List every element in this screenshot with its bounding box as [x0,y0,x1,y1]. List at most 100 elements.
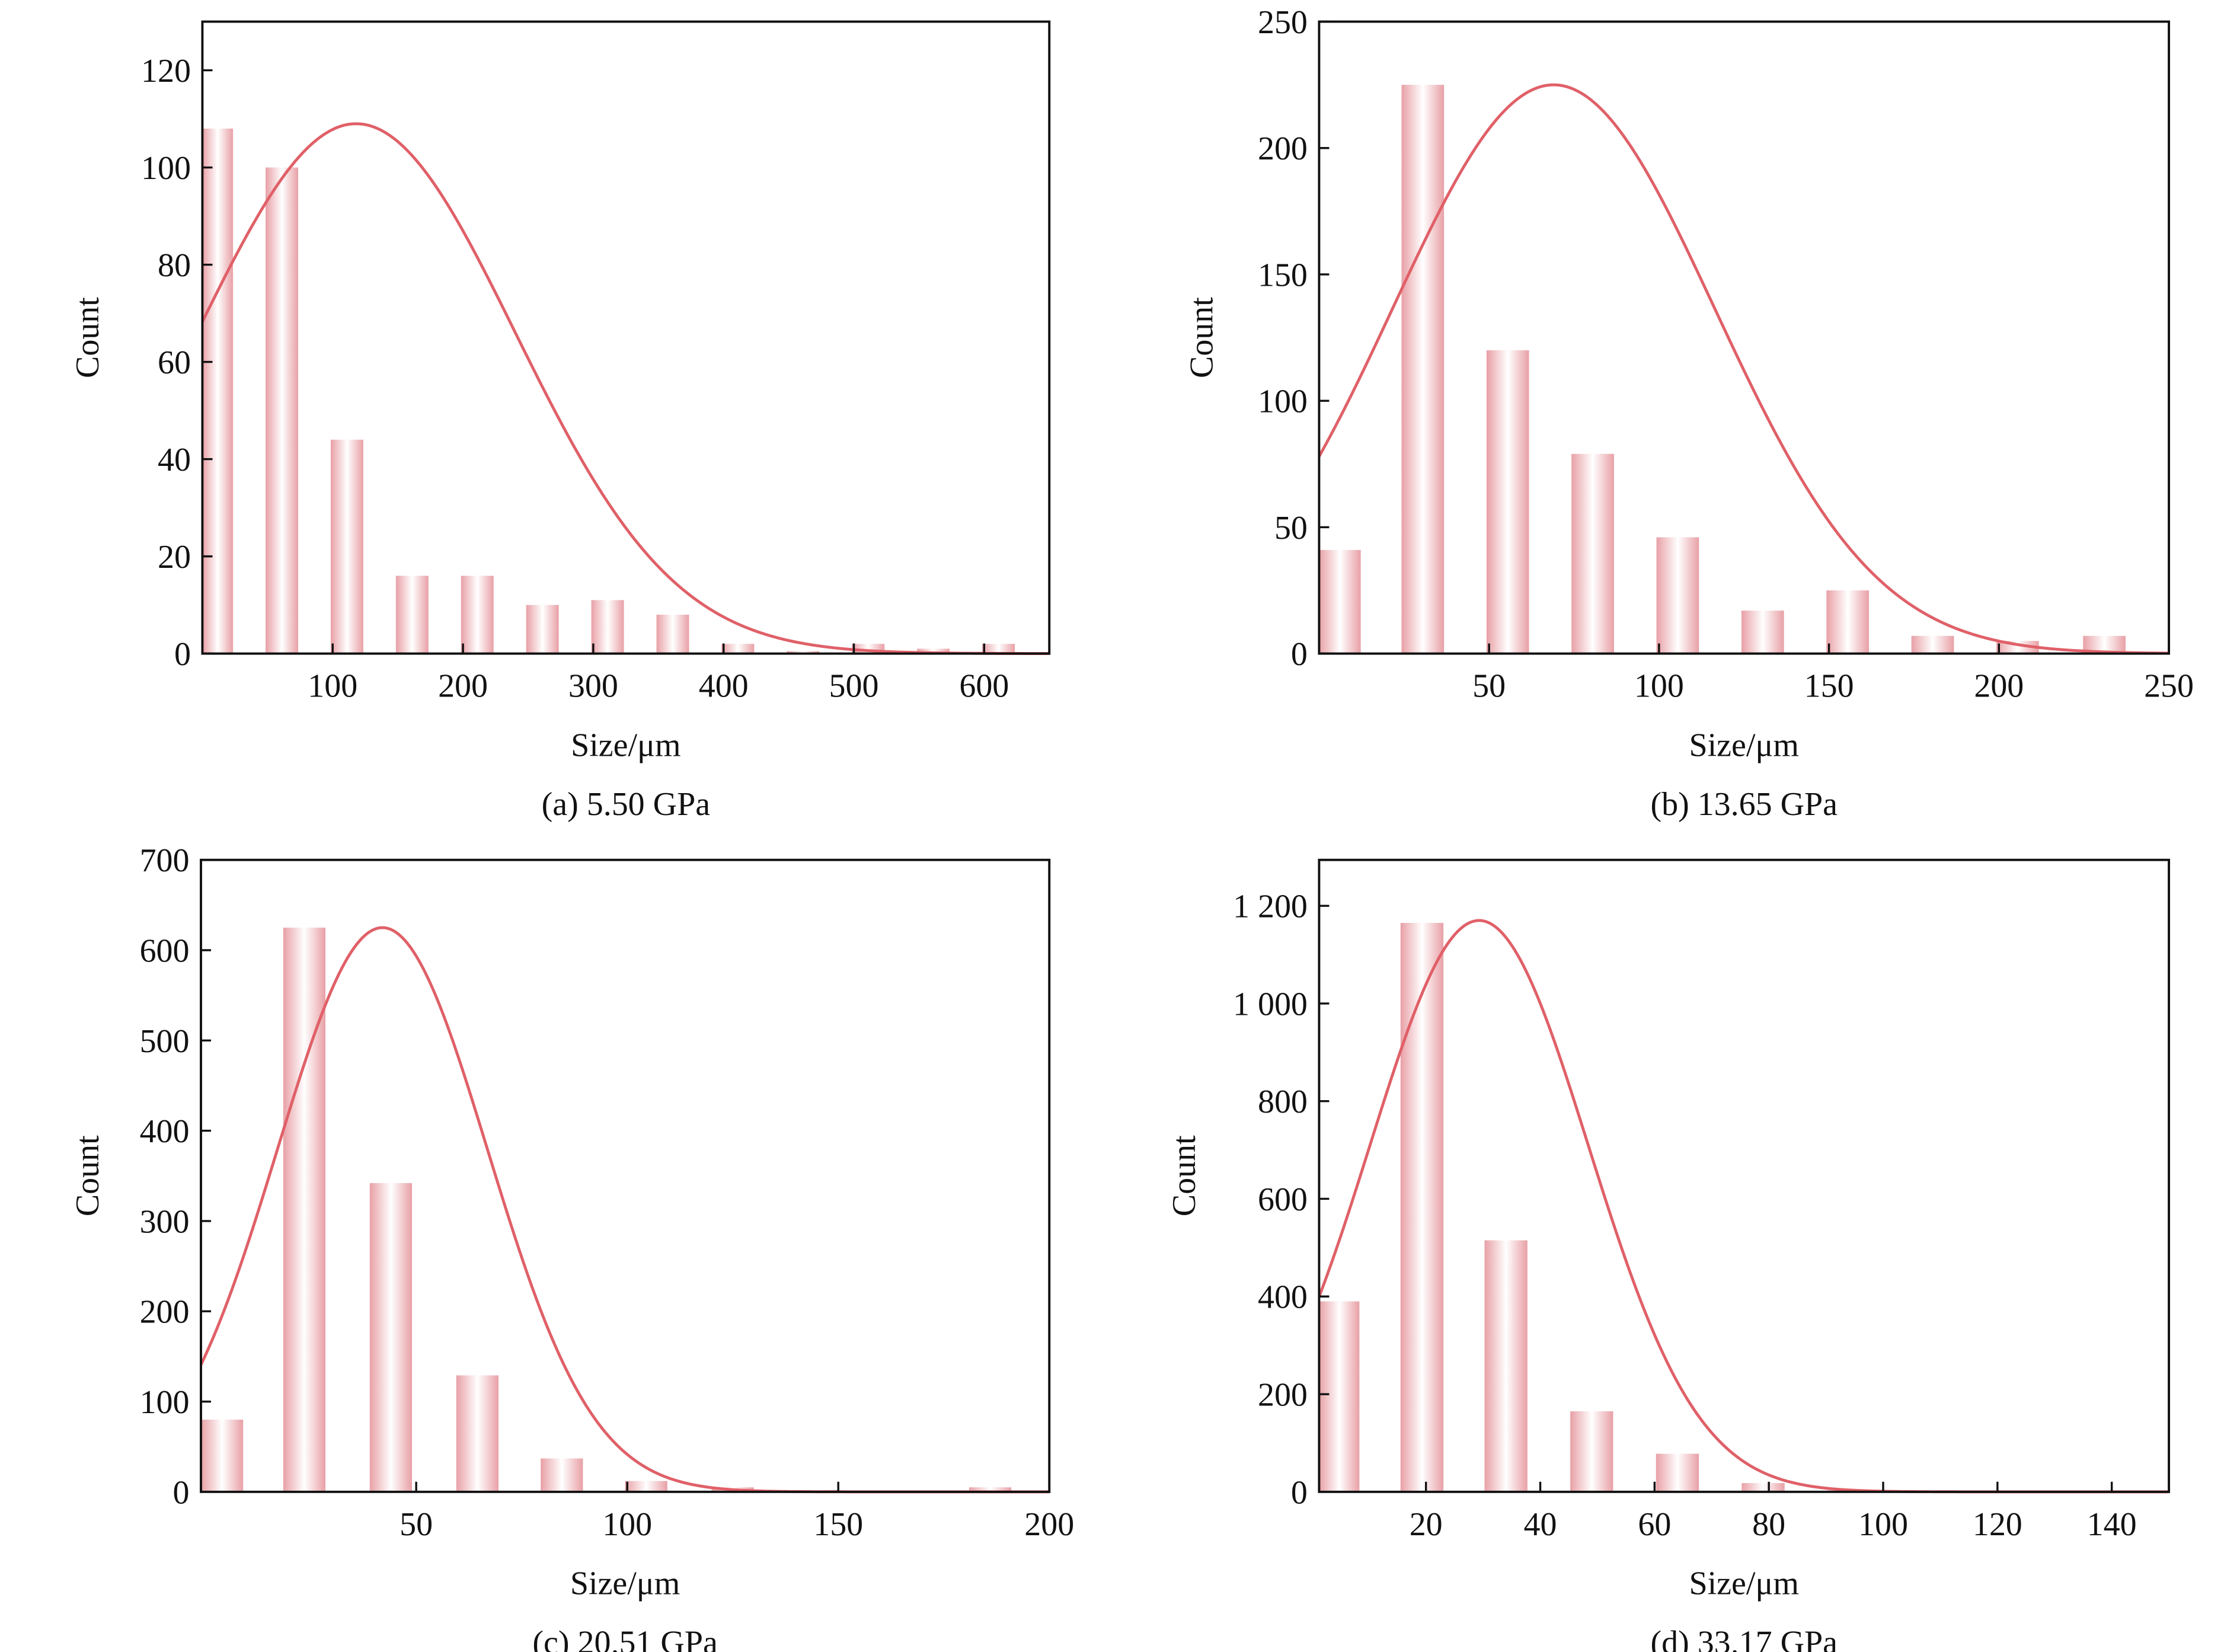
bar [1911,635,1954,654]
x-tick-label: 100 [1858,1506,1908,1543]
bar [787,651,820,654]
x-tick-label: 50 [1472,668,1506,705]
y-tick-label: 120 [141,53,191,90]
x-tick-label: 140 [2087,1506,2137,1543]
chart-panel: 50 100 150 200 250 0 50 100 150 200 250 Size/μm (b) … [1183,4,2194,823]
bar [456,1375,499,1492]
y-tick-label: 600 [140,932,190,969]
x-tick-label: 200 [1024,1506,1074,1543]
x-axis-label: Size/μm [1689,1565,1799,1602]
x-tick-label: 100 [308,668,357,705]
chart-panel: 100 200 300 400 500 600 0 20 40 60 80 100 120 Size/μm… [69,20,1051,823]
bar [982,644,1015,654]
chart-panel: 20 40 60 80 100 120 140 0 200 400 600 800 1 000 1 200… [1166,858,2171,1652]
x-tick-label: 40 [1524,1506,1557,1543]
bar [1400,922,1444,1492]
bar [1571,453,1614,654]
gaussian-fit-curve [1318,83,2169,655]
y-tick-label: 40 [158,442,191,478]
y-tick-label: 200 [1258,1377,1308,1414]
x-tick-label: 60 [1638,1506,1671,1543]
bar [1486,350,1529,654]
x-tick-label: 600 [959,668,1009,705]
bar [541,1458,583,1492]
bar [1656,537,1699,654]
bar [283,927,326,1492]
y-tick-label: 600 [1258,1181,1308,1218]
x-tick-label: 100 [1634,668,1684,705]
gaussian-fit-curve [201,122,1050,655]
y-tick-label: 300 [140,1203,190,1240]
bar [1826,590,1869,654]
y-tick-label: 150 [1258,257,1308,293]
x-tick-label: 150 [813,1506,863,1543]
plot-frame [201,20,1051,655]
x-tick-label: 500 [829,668,879,705]
y-axis-label: Count [1183,297,1220,378]
bar [1319,549,1361,654]
y-tick-label: 50 [1274,510,1308,547]
y-tick-label: 400 [140,1113,190,1150]
gaussian-fit-curve [1318,919,2169,1494]
y-tick-label: 0 [174,636,191,673]
chart-caption: (a) 5.50 GPa [542,786,711,823]
bar [1741,611,1784,654]
x-tick-label: 150 [1804,668,1854,705]
x-tick-label: 200 [438,668,488,705]
bar [625,1481,667,1492]
y-tick-label: 0 [1291,636,1308,673]
y-tick-label: 0 [173,1474,190,1511]
y-tick-label: 1 200 [1233,889,1308,925]
y-tick-label: 80 [158,247,191,284]
gaussian-fit-curve [199,926,1050,1494]
bar [266,167,299,654]
bar [526,605,559,654]
x-tick-label: 200 [1974,668,2024,705]
bar [721,644,755,654]
plot-frame [1318,20,2171,655]
bar [969,1487,1012,1492]
y-axis-label: Count [69,297,106,378]
bar [591,600,624,654]
bar [330,439,363,654]
y-tick-label: 200 [140,1294,190,1331]
x-tick-label: 80 [1752,1506,1785,1543]
chart-caption: (b) 13.65 GPa [1650,786,1838,823]
bar [1570,1411,1613,1492]
x-tick-label: 100 [602,1506,652,1543]
y-tick-label: 700 [140,842,190,879]
x-tick-label: 20 [1410,1506,1443,1543]
bar [1656,1453,1699,1492]
y-axis-label: Count [69,1135,106,1216]
bar [1741,1482,1785,1492]
y-tick-label: 100 [140,1384,190,1421]
y-tick-label: 1 000 [1233,986,1308,1022]
y-tick-label: 250 [1258,4,1308,41]
bar [369,1183,413,1492]
bar [461,576,494,654]
x-axis-label: Size/μm [570,1565,680,1602]
x-tick-label: 400 [699,668,749,705]
bar [1401,85,1445,654]
x-tick-label: 120 [1973,1506,2022,1543]
y-tick-label: 60 [158,344,191,381]
y-tick-label: 500 [140,1023,190,1060]
x-tick-label: 50 [400,1506,433,1543]
y-tick-label: 20 [158,539,191,576]
x-tick-label: 300 [568,668,618,705]
y-tick-label: 400 [1258,1279,1308,1316]
x-axis-label: Size/μm [1689,727,1799,763]
bar [1319,1301,1360,1492]
bar [917,648,950,654]
x-axis-label: Size/μm [571,727,680,763]
y-tick-label: 100 [141,150,191,187]
bar [202,128,234,654]
y-tick-label: 100 [1258,384,1308,420]
plot-frame [200,858,1051,1493]
bar [1484,1240,1528,1492]
bar [656,615,689,654]
bar [201,1419,244,1492]
y-axis-label: Count [1166,1135,1203,1216]
chart-caption: (d) 33.17 GPa [1650,1624,1838,1652]
